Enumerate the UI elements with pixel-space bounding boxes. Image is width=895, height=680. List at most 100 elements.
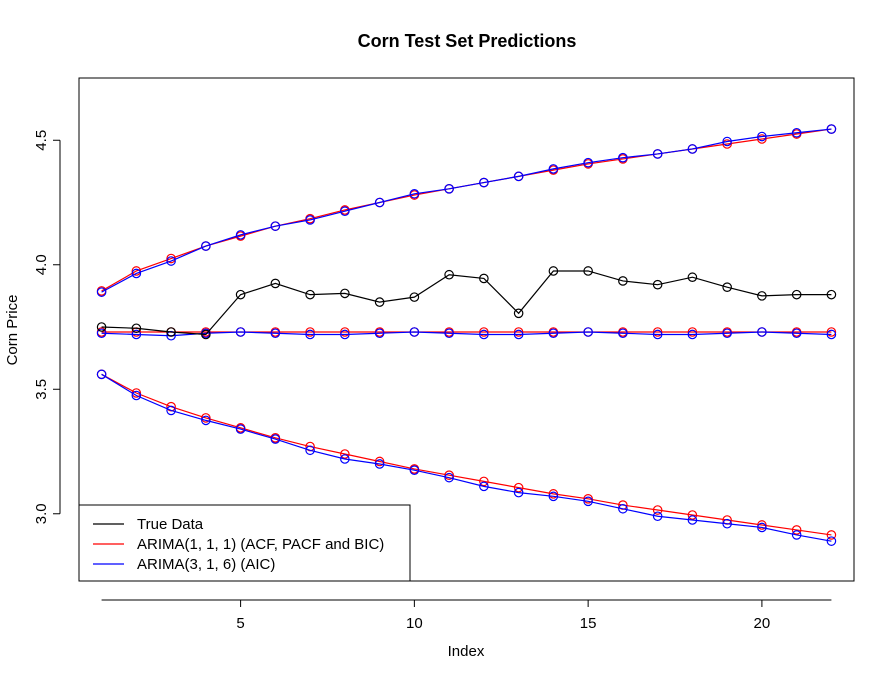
arima-1-1-1-acf-pacf-and-bic-point	[687, 327, 698, 337]
arima-1-1-1-acf-pacf-and-bic-point	[305, 327, 315, 337]
arima-1-1-1-acf-pacf-and-bic-lower-point	[444, 470, 454, 480]
arima-3-1-6-aic-point	[131, 329, 142, 340]
arima-3-1-6-aic-lower-point	[826, 536, 837, 546]
arima-3-1-6-aic-point	[444, 328, 454, 339]
arima-1-1-1-acf-pacf-and-bic-lower-point	[548, 489, 559, 499]
true-data-point	[201, 329, 211, 340]
arima-3-1-6-aic-lower-point	[513, 487, 524, 498]
arima-1-1-1-acf-pacf-and-bic-upper-point	[722, 139, 732, 149]
arima-3-1-6-aic-point	[374, 328, 385, 339]
true-data-point	[548, 266, 559, 276]
arima-1-1-1-acf-pacf-and-bic-lower-point	[652, 505, 663, 515]
legend-label-arima-316: ARIMA(3, 1, 6) (AIC)	[137, 556, 275, 573]
arima-3-1-6-aic-upper-point	[652, 149, 663, 159]
true-data-point	[583, 266, 593, 276]
arima-3-1-6-aic-lower-group	[96, 369, 837, 546]
arima-3-1-6-aic-upper-point	[131, 268, 142, 279]
arima-1-1-1-acf-pacf-and-bic-lower-point	[513, 482, 524, 493]
arima-3-1-6-aic-point	[583, 327, 593, 337]
arima-3-1-6-aic-point	[270, 328, 281, 339]
arima-1-1-1-acf-pacf-and-bic-lower-line	[101, 373, 832, 536]
arima-3-1-6-aic-lower-point	[548, 491, 559, 502]
arima-3-1-6-aic-point	[513, 329, 524, 340]
arima-3-1-6-aic-point	[791, 328, 802, 339]
arima-1-1-1-acf-pacf-and-bic-point	[340, 327, 350, 337]
arima-1-1-1-acf-pacf-and-bic-lower-group	[96, 369, 837, 540]
arima-3-1-6-aic-upper-point	[757, 131, 767, 142]
legend: True Data ARIMA(1, 1, 1) (ACF, PACF and …	[78, 504, 411, 582]
true-data-point	[722, 282, 732, 292]
arima-3-1-6-aic-point	[757, 327, 767, 337]
arima-1-1-1-acf-pacf-and-bic-upper-line	[101, 128, 832, 292]
true-data-point	[757, 291, 767, 301]
arima-3-1-6-aic-upper-point	[409, 188, 420, 199]
arima-1-1-1-acf-pacf-and-bic-lower-point	[583, 494, 593, 504]
arima-3-1-6-aic-point	[618, 328, 628, 339]
arima-3-1-6-aic-upper-point	[444, 184, 454, 194]
arima-1-1-1-acf-pacf-and-bic-point	[826, 327, 837, 337]
arima-1-1-1-acf-pacf-and-bic-lower-point	[826, 530, 837, 540]
arima-1-1-1-acf-pacf-and-bic-lower-point	[201, 413, 211, 423]
arima-3-1-6-aic-lower-point	[201, 415, 211, 426]
legend-label-arima-111: ARIMA(1, 1, 1) (ACF, PACF and BIC)	[137, 536, 384, 553]
arima-3-1-6-aic-lower-point	[305, 445, 315, 456]
true-data-point	[305, 289, 315, 300]
arima-3-1-6-aic-point	[409, 327, 420, 337]
y-axis: 3.0 3.5 4.0 4.5	[33, 130, 61, 524]
arima-3-1-6-aic-upper-point	[826, 124, 837, 134]
arima-3-1-6-aic-upper-point	[687, 144, 698, 154]
arima-3-1-6-aic-lower-point	[791, 530, 802, 540]
arima-3-1-6-aic-upper-point	[583, 157, 593, 168]
arima-3-1-6-aic-lower-point	[340, 454, 350, 464]
arima-3-1-6-aic-upper-point	[479, 177, 489, 188]
arima-1-1-1-acf-pacf-and-bic-upper-point	[757, 134, 767, 144]
arima-3-1-6-aic-lower-point	[235, 424, 246, 434]
true-data-point	[340, 288, 350, 299]
true-data-point	[409, 292, 420, 302]
x-tick-label: 20	[754, 615, 771, 632]
true-data-point	[166, 327, 176, 337]
true-data-point	[826, 289, 837, 300]
arima-3-1-6-aic-point	[340, 329, 350, 340]
true-data-point	[513, 308, 524, 319]
x-tick-label: 5	[236, 615, 244, 632]
arima-1-1-1-acf-pacf-and-bic-lower-point	[757, 520, 767, 530]
true-data-point	[270, 278, 281, 289]
x-axis-label: Index	[448, 643, 485, 660]
arima-1-1-1-acf-pacf-and-bic-point	[652, 327, 663, 337]
true-data-line	[101, 270, 832, 336]
true-data-point	[374, 297, 385, 307]
arima-3-1-6-aic-upper-group	[96, 124, 837, 297]
true-data-point	[687, 272, 698, 283]
arima-3-1-6-aic-upper-point	[374, 197, 385, 208]
arima-1-1-1-acf-pacf-and-bic-upper-point	[166, 253, 176, 264]
arima-3-1-6-aic-upper-point	[235, 230, 246, 240]
arima-3-1-6-aic-point	[722, 328, 732, 339]
arima-3-1-6-aic-lower-point	[374, 459, 385, 469]
arima-3-1-6-aic-point	[479, 329, 489, 340]
true-data-point	[618, 276, 628, 286]
arima-3-1-6-aic-lower-line	[101, 373, 832, 542]
true-data-point	[131, 323, 142, 334]
arima-3-1-6-aic-lower-point	[618, 503, 628, 514]
plot-frame	[78, 77, 855, 582]
x-tick-label: 10	[406, 615, 423, 632]
arima-3-1-6-aic-point	[96, 328, 107, 339]
arima-1-1-1-acf-pacf-and-bic-upper-group	[96, 124, 837, 296]
arima-3-1-6-aic-point	[235, 327, 246, 337]
true-data-point	[96, 322, 107, 332]
arima-3-1-6-aic-group	[96, 327, 837, 341]
arima-3-1-6-aic-upper-point	[513, 171, 524, 182]
arima-3-1-6-aic-lower-point	[583, 496, 593, 507]
true-data-point	[235, 289, 246, 300]
arima-1-1-1-acf-pacf-and-bic-lower-point	[687, 510, 698, 520]
legend-box	[78, 504, 411, 582]
arima-3-1-6-aic-point	[687, 329, 698, 340]
y-tick-label: 4.5	[33, 130, 50, 151]
arima-3-1-6-aic-upper-point	[618, 152, 628, 163]
y-axis-label: Corn Price	[4, 295, 21, 366]
arima-3-1-6-aic-upper-point	[96, 287, 107, 297]
arima-3-1-6-aic-point	[305, 329, 315, 340]
arima-3-1-6-aic-lower-point	[409, 465, 420, 475]
arima-3-1-6-aic-upper-line	[101, 128, 832, 293]
